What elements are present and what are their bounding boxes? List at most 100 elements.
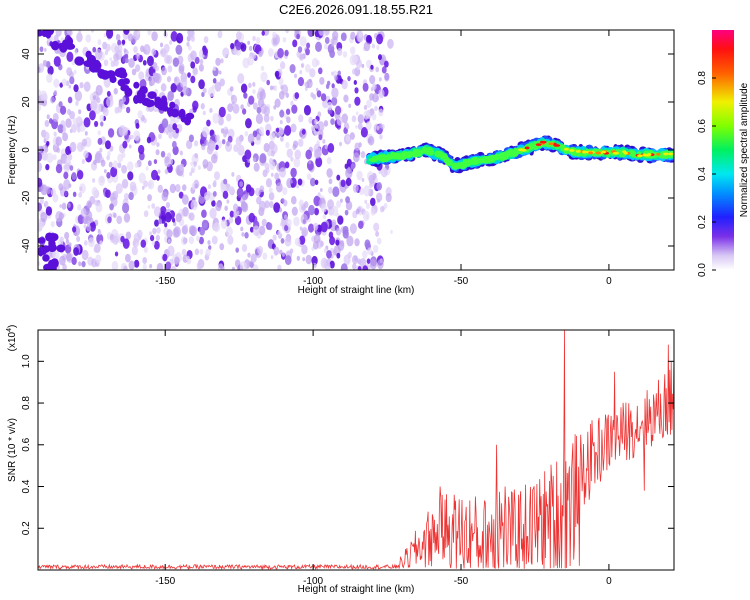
noise-blob xyxy=(380,167,388,178)
x-tick-label: 0 xyxy=(606,276,612,287)
noise-blob xyxy=(327,143,335,153)
noise-blob xyxy=(194,183,199,189)
noise-blob xyxy=(83,81,91,92)
noise-blob xyxy=(300,213,308,225)
noise-blob xyxy=(265,178,273,188)
y-tick-label: 40 xyxy=(21,48,32,60)
noise-blob xyxy=(366,99,372,108)
noise-blob xyxy=(285,108,291,115)
noise-blob xyxy=(78,192,83,198)
noise-blob xyxy=(341,113,349,124)
noise-blob xyxy=(359,188,365,196)
noise-blob xyxy=(351,115,357,123)
noise-blob xyxy=(251,52,256,59)
noise-blob xyxy=(268,48,274,57)
noise-blob xyxy=(252,130,258,138)
signal-blob xyxy=(490,156,497,162)
noise-blob xyxy=(175,44,183,55)
noise-blob xyxy=(344,209,349,216)
noise-blob xyxy=(319,76,325,85)
noise-blob xyxy=(364,199,368,204)
trend-blob xyxy=(169,101,176,109)
noise-blob xyxy=(99,240,103,246)
noise-blob xyxy=(156,227,161,234)
noise-blob xyxy=(169,158,174,165)
noise-blob xyxy=(180,236,188,246)
noise-blob xyxy=(38,161,43,173)
noise-blob xyxy=(320,203,327,213)
noise-blob xyxy=(115,183,123,194)
trend-blob xyxy=(117,78,126,87)
noise-blob xyxy=(293,157,301,168)
trend-blob xyxy=(145,99,156,108)
y-tick-label: 0 xyxy=(21,147,32,153)
noise-blob xyxy=(214,81,222,92)
noise-blob xyxy=(71,172,77,181)
noise-blob xyxy=(274,172,280,181)
noise-blob xyxy=(305,48,310,56)
noise-blob xyxy=(356,170,363,181)
noise-blob xyxy=(155,149,160,156)
noise-blob xyxy=(282,187,288,195)
noise-blob xyxy=(86,224,91,232)
noise-blob xyxy=(331,96,338,106)
noise-blob xyxy=(38,202,43,212)
noise-blob xyxy=(226,199,230,204)
noise-blob xyxy=(45,206,53,216)
snr-scale-close: ) xyxy=(7,325,18,328)
noise-blob xyxy=(366,258,371,264)
noise-blob xyxy=(284,49,289,57)
noise-blob xyxy=(239,261,247,270)
noise-blob xyxy=(181,248,187,256)
noise-blob xyxy=(360,126,368,138)
noise-blob xyxy=(279,119,283,125)
noise-blob xyxy=(198,63,204,72)
noise-blob xyxy=(168,132,173,139)
noise-blob xyxy=(331,219,337,227)
noise-blob xyxy=(173,76,180,86)
noise-blob xyxy=(143,43,151,55)
signal-peak xyxy=(569,149,575,152)
noise-blob xyxy=(211,153,218,164)
noise-blob xyxy=(121,164,128,174)
noise-blob xyxy=(340,179,346,188)
noise-blob xyxy=(248,187,255,197)
noise-blob xyxy=(170,82,177,93)
noise-blob xyxy=(355,124,358,129)
x-tick-label: -100 xyxy=(303,276,323,287)
noise-blob xyxy=(55,30,62,37)
noise-blob xyxy=(142,263,147,270)
noise-blob xyxy=(255,36,261,44)
noise-blob xyxy=(53,34,59,43)
noise-blob xyxy=(121,178,129,189)
noise-blob xyxy=(165,201,171,209)
noise-blob xyxy=(248,82,252,89)
noise-blob xyxy=(133,232,141,243)
noise-blob xyxy=(116,215,123,225)
noise-blob xyxy=(309,177,316,187)
noise-blob xyxy=(252,264,259,270)
noise-blob xyxy=(157,169,161,174)
noise-blob xyxy=(323,120,329,127)
noise-blob xyxy=(110,60,116,68)
noise-blob xyxy=(268,157,274,165)
noise-blob xyxy=(247,252,251,258)
noise-blob xyxy=(332,186,340,198)
noise-blob xyxy=(166,76,172,83)
noise-blob xyxy=(342,51,348,58)
noise-blob xyxy=(298,138,304,147)
noise-blob xyxy=(252,81,256,87)
noise-blob xyxy=(122,126,129,136)
trend-blob xyxy=(133,81,140,89)
noise-blob xyxy=(209,207,217,219)
noise-blob xyxy=(91,30,94,33)
noise-blob xyxy=(179,163,185,172)
noise-blob xyxy=(279,167,287,178)
signal-peak xyxy=(643,153,651,157)
noise-blob xyxy=(114,106,120,114)
noise-blob xyxy=(369,75,376,85)
noise-blob xyxy=(117,153,124,163)
noise-blob xyxy=(255,113,263,125)
signal-peak xyxy=(612,151,620,155)
noise-blob xyxy=(201,209,207,219)
